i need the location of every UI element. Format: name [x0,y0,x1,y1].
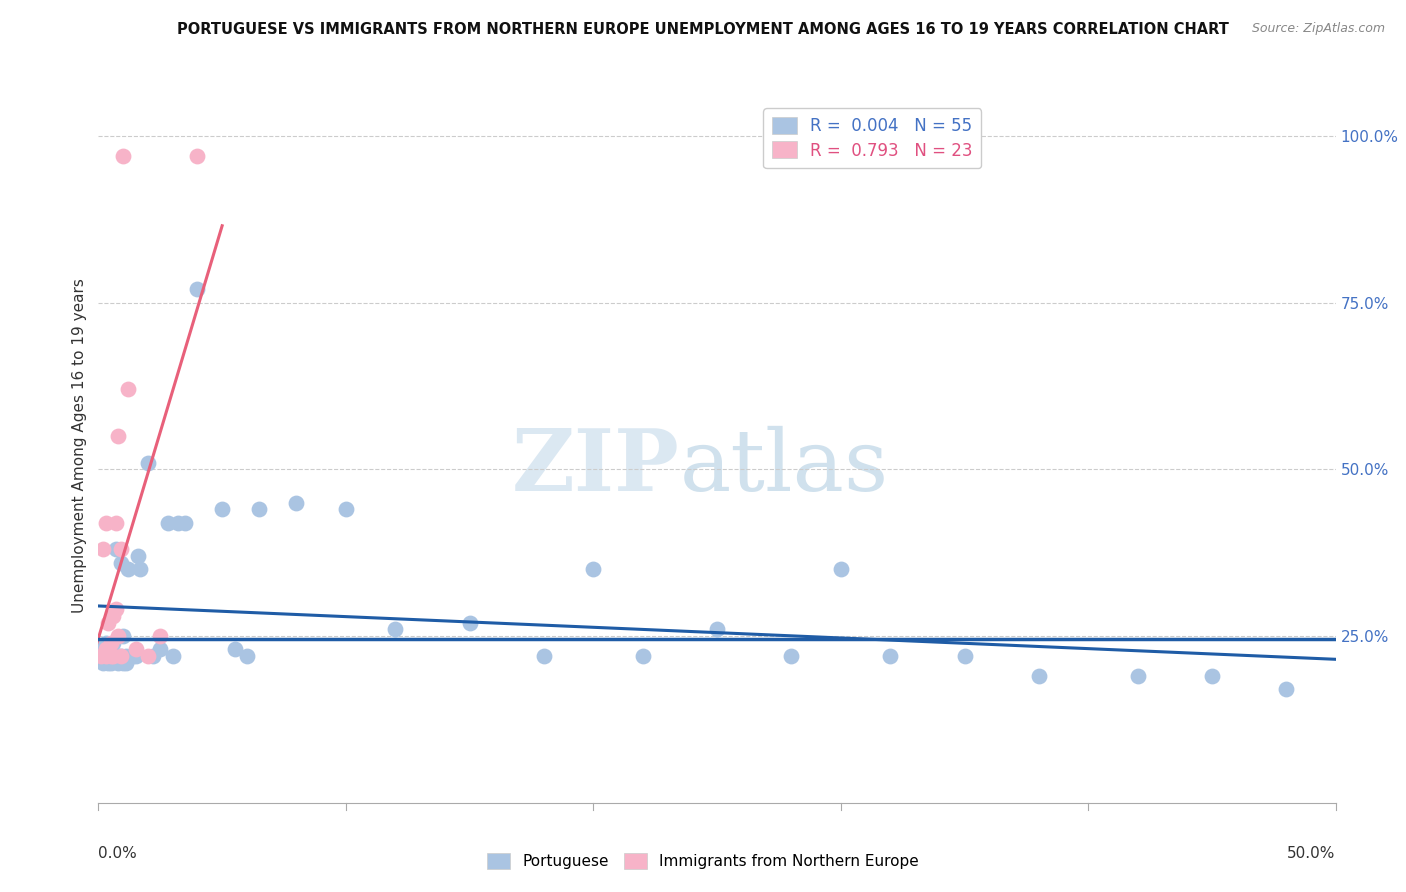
Point [110,649,132,664]
Point [110,649,132,664]
Point [1201,669,1223,683]
Point [97,642,120,657]
Point [94,636,117,650]
Point [107,429,129,443]
Point [1275,682,1298,697]
Point [706,623,728,637]
Point [166,516,188,530]
Point [112,656,135,670]
Point [107,656,129,670]
Point [384,623,406,637]
Point [104,542,127,557]
Point [149,629,172,643]
Point [1028,669,1050,683]
Point [90,649,112,664]
Point [120,649,142,664]
Point [879,649,901,664]
Point [186,282,208,296]
Point [112,629,135,643]
Point [103,636,125,650]
Point [582,562,605,576]
Point [285,496,308,510]
Point [117,382,139,396]
Point [104,649,127,664]
Point [93,542,115,557]
Point [104,516,127,530]
Point [236,649,259,664]
Y-axis label: Unemployment Among Ages 16 to 19 years: Unemployment Among Ages 16 to 19 years [72,278,87,614]
Point [149,642,172,657]
Point [136,649,159,664]
Text: PORTUGUESE VS IMMIGRANTS FROM NORTHERN EUROPE UNEMPLOYMENT AMONG AGES 16 TO 19 Y: PORTUGUESE VS IMMIGRANTS FROM NORTHERN E… [177,22,1229,37]
Point [93,656,115,670]
Point [94,649,117,664]
Point [127,549,149,563]
Point [124,649,146,664]
Text: atlas: atlas [681,425,889,509]
Point [100,649,122,664]
Point [97,642,120,657]
Point [129,562,152,576]
Point [90,649,112,664]
Point [94,516,117,530]
Point [100,636,122,650]
Point [174,516,197,530]
Point [112,149,135,163]
Point [124,642,146,657]
Point [631,649,654,664]
Text: 50.0%: 50.0% [1288,846,1336,861]
Point [103,649,125,664]
Point [110,542,132,557]
Point [93,642,115,657]
Point [114,649,136,664]
Point [162,649,184,664]
Text: ZIP: ZIP [512,425,681,509]
Point [211,502,233,516]
Point [94,642,117,657]
Point [100,649,122,664]
Point [1126,669,1149,683]
Point [107,629,129,643]
Point [110,556,132,570]
Point [122,649,145,664]
Legend: Portuguese, Immigrants from Northern Europe: Portuguese, Immigrants from Northern Eur… [481,847,925,875]
Text: 0.0%: 0.0% [98,846,138,861]
Legend: R =  0.004   N = 55, R =  0.793   N = 23: R = 0.004 N = 55, R = 0.793 N = 23 [763,108,981,168]
Point [458,615,481,630]
Point [335,502,357,516]
Point [224,642,246,657]
Point [104,602,127,616]
Point [107,649,129,664]
Point [114,656,136,670]
Point [142,649,165,664]
Text: Source: ZipAtlas.com: Source: ZipAtlas.com [1251,22,1385,36]
Point [103,649,125,664]
Point [103,609,125,624]
Point [186,149,208,163]
Point [100,656,122,670]
Point [533,649,555,664]
Point [953,649,976,664]
Point [97,656,120,670]
Point [136,456,159,470]
Point [117,562,139,576]
Point [780,649,803,664]
Point [247,502,270,516]
Point [97,615,120,630]
Point [830,562,852,576]
Point [94,649,117,664]
Point [156,516,179,530]
